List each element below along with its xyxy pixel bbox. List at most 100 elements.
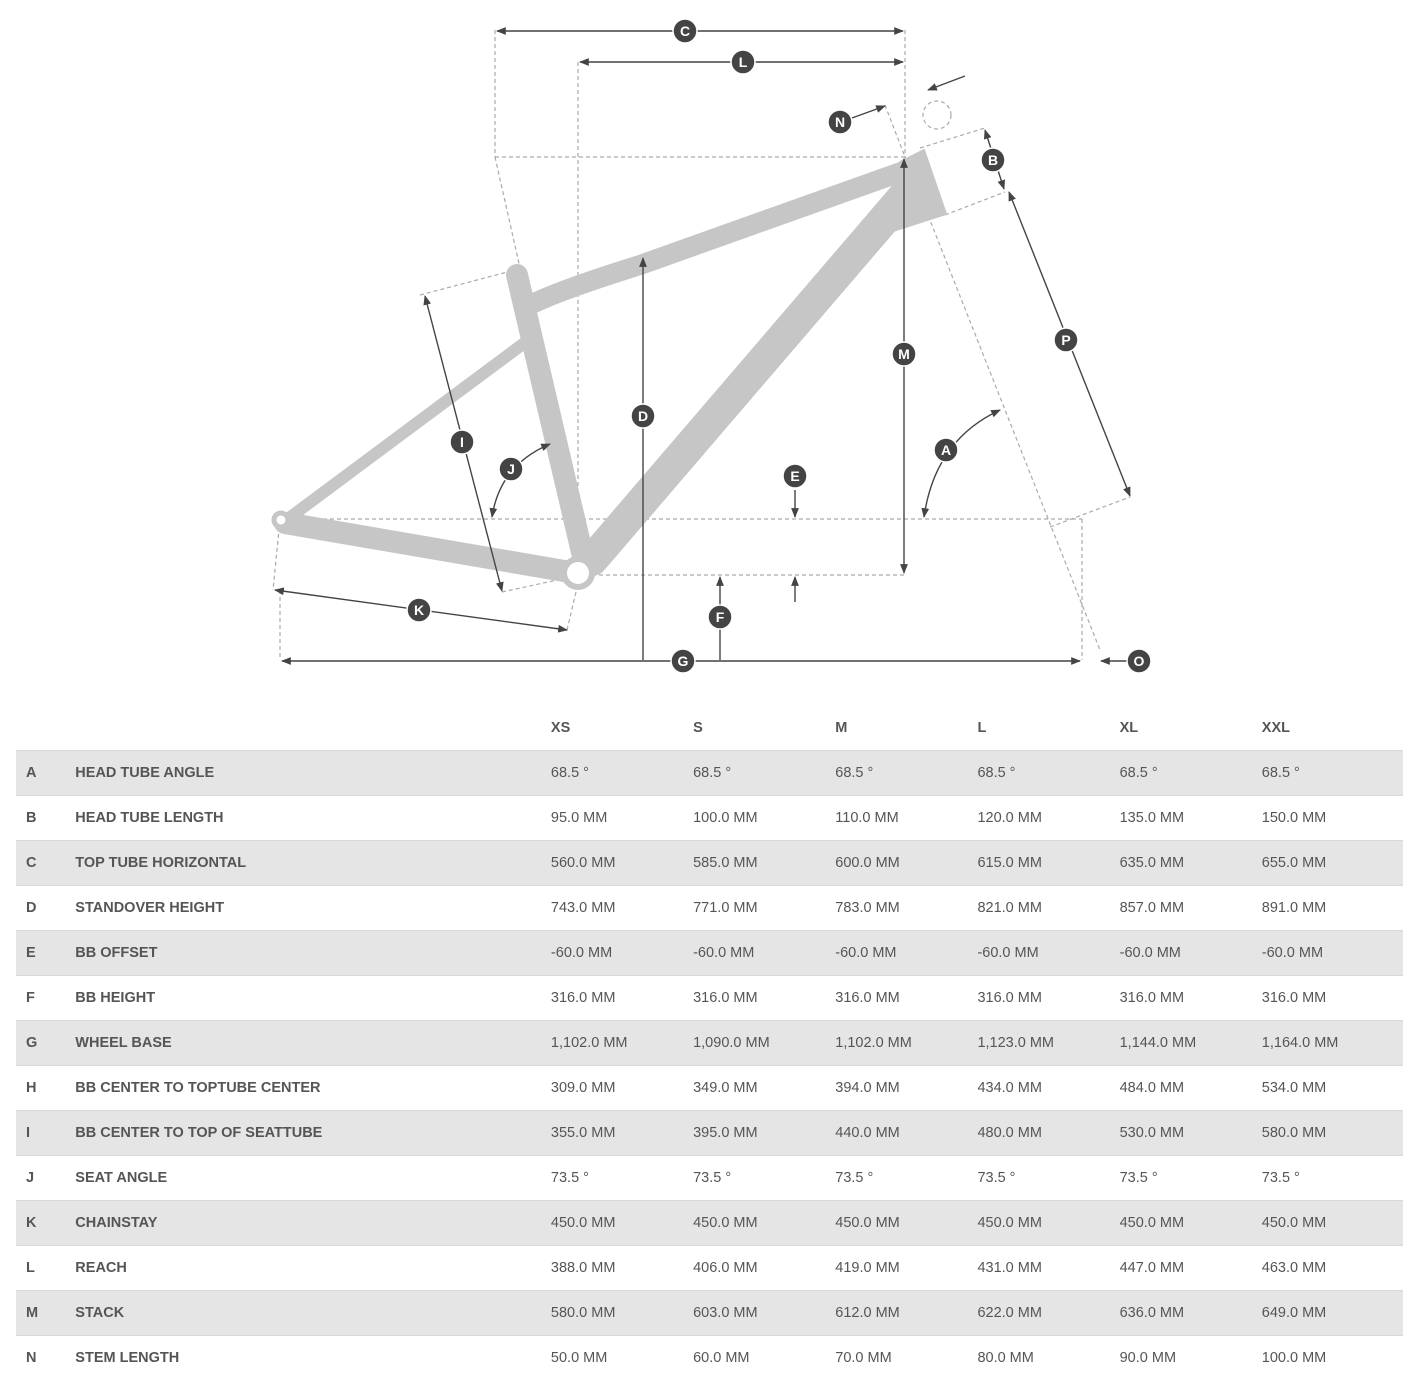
row-value: 1,123.0 MM xyxy=(976,1021,1118,1066)
dimension-marker-label: I xyxy=(460,434,464,450)
row-letter: I xyxy=(16,1111,74,1156)
dimension-marker-n: N xyxy=(828,110,852,134)
row-value: 440.0 MM xyxy=(834,1111,976,1156)
row-value: 349.0 MM xyxy=(692,1066,834,1111)
row-value: 73.5 ° xyxy=(1261,1156,1403,1201)
dimension-marker-d: D xyxy=(631,404,655,428)
row-value: 600.0 MM xyxy=(834,841,976,886)
row-value: 771.0 MM xyxy=(692,886,834,931)
row-value: 783.0 MM xyxy=(834,886,976,931)
bike-frame xyxy=(274,150,946,587)
row-letter: D xyxy=(16,886,74,931)
dimension-marker-label: C xyxy=(680,23,690,39)
dimension-marker-label: E xyxy=(790,468,799,484)
dimension-marker-label: J xyxy=(507,461,515,477)
dimension-marker-k: K xyxy=(407,598,431,622)
row-value: -60.0 MM xyxy=(976,931,1118,976)
row-value: 316.0 MM xyxy=(1261,976,1403,1021)
row-value: 100.0 MM xyxy=(692,796,834,841)
dimension-marker-b: B xyxy=(981,148,1005,172)
row-value: 120.0 MM xyxy=(976,796,1118,841)
row-value: 1,102.0 MM xyxy=(550,1021,692,1066)
row-value: 649.0 MM xyxy=(1261,1291,1403,1336)
row-value: 73.5 ° xyxy=(1119,1156,1261,1201)
row-value: 68.5 ° xyxy=(1119,751,1261,796)
row-value: 622.0 MM xyxy=(976,1291,1118,1336)
row-value: 615.0 MM xyxy=(976,841,1118,886)
row-measurement-name: STANDOVER HEIGHT xyxy=(74,886,550,931)
row-value: 580.0 MM xyxy=(550,1291,692,1336)
row-value: 450.0 MM xyxy=(550,1201,692,1246)
dimension-marker-label: M xyxy=(898,346,910,362)
row-value: 68.5 ° xyxy=(1261,751,1403,796)
row-letter: G xyxy=(16,1021,74,1066)
row-measurement-name: STACK xyxy=(74,1291,550,1336)
size-header-row: XS S M L XL XXL xyxy=(16,706,1403,751)
row-value: 309.0 MM xyxy=(550,1066,692,1111)
dimension-marker-label: B xyxy=(988,152,998,168)
row-value: 388.0 MM xyxy=(550,1246,692,1291)
row-value: 90.0 MM xyxy=(1119,1336,1261,1380)
row-measurement-name: REACH xyxy=(74,1246,550,1291)
row-letter: F xyxy=(16,976,74,1021)
row-value: -60.0 MM xyxy=(834,931,976,976)
row-value: 450.0 MM xyxy=(834,1201,976,1246)
row-value: 316.0 MM xyxy=(550,976,692,1021)
row-letter: K xyxy=(16,1201,74,1246)
dimension-marker-p: P xyxy=(1054,328,1078,352)
dimension-marker-label: K xyxy=(414,602,424,618)
size-header: XL xyxy=(1119,706,1261,751)
row-value: 821.0 MM xyxy=(976,886,1118,931)
row-letter: A xyxy=(16,751,74,796)
row-value: 316.0 MM xyxy=(976,976,1118,1021)
row-value: 70.0 MM xyxy=(834,1336,976,1380)
row-value: 1,102.0 MM xyxy=(834,1021,976,1066)
dimension-marker-label: N xyxy=(835,114,845,130)
row-value: 80.0 MM xyxy=(976,1336,1118,1380)
row-value: 743.0 MM xyxy=(550,886,692,931)
row-letter: H xyxy=(16,1066,74,1111)
row-value: 450.0 MM xyxy=(1261,1201,1403,1246)
dimension-marker-j: J xyxy=(499,457,523,481)
row-letter: J xyxy=(16,1156,74,1201)
row-value: 50.0 MM xyxy=(550,1336,692,1380)
row-value: 450.0 MM xyxy=(692,1201,834,1246)
row-value: 612.0 MM xyxy=(834,1291,976,1336)
dimension-marker-f: F xyxy=(708,605,732,629)
row-value: 635.0 MM xyxy=(1119,841,1261,886)
row-value: 73.5 ° xyxy=(834,1156,976,1201)
dimension-marker-label: G xyxy=(678,653,689,669)
row-value: 480.0 MM xyxy=(976,1111,1118,1156)
row-value: -60.0 MM xyxy=(1261,931,1403,976)
row-value: 434.0 MM xyxy=(976,1066,1118,1111)
row-value: 73.5 ° xyxy=(550,1156,692,1201)
dimension-marker-label: L xyxy=(739,54,748,70)
row-value: 419.0 MM xyxy=(834,1246,976,1291)
dimension-marker-c: C xyxy=(673,19,697,43)
dimension-marker-label: P xyxy=(1061,332,1070,348)
row-value: 406.0 MM xyxy=(692,1246,834,1291)
row-value: 534.0 MM xyxy=(1261,1066,1403,1111)
dimension-marker-l: L xyxy=(731,50,755,74)
row-letter: B xyxy=(16,796,74,841)
row-value: 73.5 ° xyxy=(976,1156,1118,1201)
row-value: 560.0 MM xyxy=(550,841,692,886)
row-letter: M xyxy=(16,1291,74,1336)
row-value: 447.0 MM xyxy=(1119,1246,1261,1291)
row-value: 431.0 MM xyxy=(976,1246,1118,1291)
row-value: 100.0 MM xyxy=(1261,1336,1403,1380)
row-value: 484.0 MM xyxy=(1119,1066,1261,1111)
dimension-marker-label: F xyxy=(716,609,725,625)
row-value: 1,090.0 MM xyxy=(692,1021,834,1066)
size-header: L xyxy=(976,706,1118,751)
row-value: 316.0 MM xyxy=(692,976,834,1021)
row-value: 316.0 MM xyxy=(1119,976,1261,1021)
row-value: 450.0 MM xyxy=(1119,1201,1261,1246)
row-measurement-name: BB CENTER TO TOPTUBE CENTER xyxy=(74,1066,550,1111)
